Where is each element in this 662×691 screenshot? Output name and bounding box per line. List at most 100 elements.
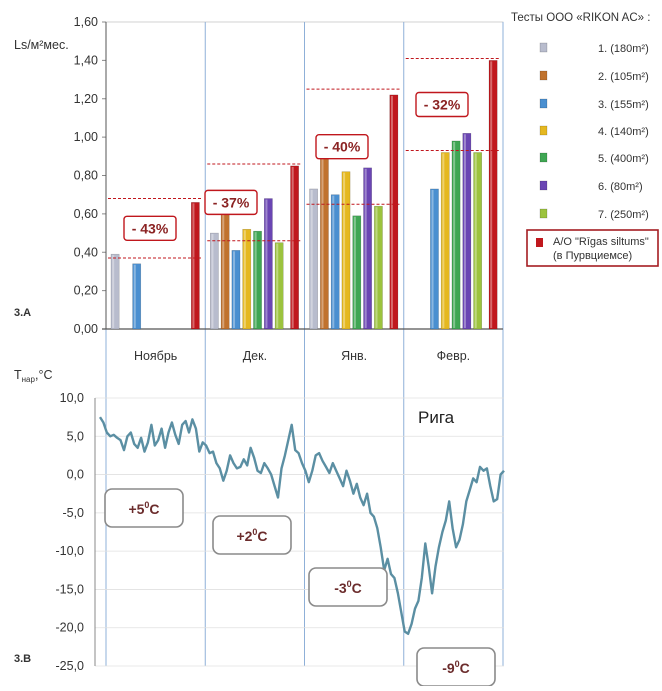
bar-highlight bbox=[133, 264, 136, 328]
temperature-label-main: +2 bbox=[236, 528, 252, 544]
percent-box bbox=[123, 215, 177, 241]
bar bbox=[264, 198, 273, 330]
bar bbox=[451, 140, 461, 330]
bar-series bbox=[110, 60, 498, 330]
percent-label: - 43% bbox=[132, 220, 169, 236]
percent-box bbox=[415, 91, 469, 118]
legend-entry: A/O "Rīgas siltums" bbox=[553, 236, 649, 248]
bar-highlight bbox=[291, 166, 294, 328]
temperature-label-main: -9 bbox=[442, 660, 455, 676]
bar-highlight bbox=[364, 168, 367, 328]
temperature-line bbox=[98, 416, 505, 635]
legend-swatch bbox=[539, 208, 548, 219]
bar-y-axis-label: Ls/м²мес. bbox=[14, 38, 69, 52]
bar-highlight bbox=[431, 189, 434, 328]
bar bbox=[352, 215, 362, 330]
legend-entry: 6. (80m²) bbox=[598, 181, 643, 193]
bar-y-tick-label: 1,40 bbox=[74, 53, 98, 67]
percent-box bbox=[315, 134, 369, 160]
legend-swatch bbox=[539, 180, 548, 191]
temperature-y-tick-label: -5,0 bbox=[62, 506, 84, 520]
temperature-label-unit: C bbox=[257, 528, 267, 544]
bar-y-tick-label: 0,20 bbox=[74, 284, 98, 298]
bar-grid bbox=[102, 21, 504, 666]
legend-title: Тесты ООО «RIKON AC» : bbox=[511, 12, 650, 24]
bar bbox=[363, 167, 372, 330]
temperature-label: -90C bbox=[442, 659, 470, 676]
temperature-y-axis-label-tail: ,°C bbox=[35, 368, 53, 382]
bar-highlight bbox=[222, 209, 225, 328]
bar bbox=[132, 263, 142, 330]
bar-y-tick-label: 0,40 bbox=[74, 245, 98, 259]
legend-swatch bbox=[536, 238, 543, 247]
temperature-box bbox=[212, 515, 292, 555]
temperature-y-tick-label: 0,0 bbox=[67, 468, 84, 482]
temperature-label-main: -3 bbox=[334, 580, 347, 596]
temperature-box bbox=[308, 567, 388, 607]
legend-entry: 4. (140m²) bbox=[598, 126, 649, 138]
legend: Тесты ООО «RIKON AC» : 1. (180m²) 2. (105… bbox=[511, 12, 659, 267]
legend-entry: 1. (180m²) bbox=[598, 43, 649, 55]
legend-swatch bbox=[539, 42, 548, 53]
bar bbox=[374, 205, 383, 330]
bar-highlight bbox=[390, 95, 393, 328]
legend-swatch bbox=[539, 152, 548, 163]
temperature-y-axis-label-sub: нар bbox=[22, 375, 36, 384]
bar-highlight bbox=[474, 153, 477, 328]
legend-entry: 5. (400m²) bbox=[598, 153, 649, 165]
bar-highlight bbox=[233, 251, 236, 328]
legend-swatch bbox=[539, 98, 548, 109]
temperature-label-main: +5 bbox=[128, 501, 144, 517]
bar-y-tick-labels: 0,00 0,20 0,40 0,60 0,80 1,00 1,20 1,40 1,60 bbox=[74, 15, 98, 336]
temperature-y-tick-label: 10,0 bbox=[60, 391, 84, 405]
legend-reference-box bbox=[526, 229, 659, 267]
bar bbox=[191, 202, 200, 330]
bar bbox=[309, 188, 318, 330]
bar-highlight bbox=[254, 232, 257, 328]
category-labels: Ноябрь Дек. Янв. Февр. bbox=[134, 349, 470, 363]
temperature-chart-panel: 10,0 5,0 0,0 -5,0 -10,0 -15,0 -20,0 -25,0 Tнар,… bbox=[14, 368, 505, 687]
temperature-label-unit: C bbox=[460, 660, 470, 676]
bar bbox=[330, 194, 340, 330]
city-label: Рига bbox=[418, 408, 455, 427]
bar bbox=[290, 165, 299, 330]
bar-highlight bbox=[265, 199, 268, 328]
bar bbox=[231, 250, 241, 330]
temperature-label: +20C bbox=[236, 527, 267, 544]
bar-highlight bbox=[332, 195, 335, 328]
bar-highlight bbox=[463, 134, 466, 328]
bar-highlight bbox=[276, 243, 279, 328]
bar-highlight bbox=[353, 216, 356, 328]
temperature-y-tick-label: -20,0 bbox=[56, 621, 85, 635]
temperature-label-unit: C bbox=[352, 580, 362, 596]
temperature-label-sup: 0 bbox=[252, 527, 257, 537]
legend-swatch bbox=[539, 125, 548, 136]
bar bbox=[462, 133, 472, 330]
bar-y-tick-label: 0,00 bbox=[74, 322, 98, 336]
temperature-y-tick-labels: 10,0 5,0 0,0 -5,0 -10,0 -15,0 -20,0 -25,0 bbox=[56, 391, 85, 673]
bar bbox=[110, 253, 120, 330]
bar-y-tick-label: 0,60 bbox=[74, 207, 98, 221]
category-label: Февр. bbox=[437, 349, 471, 363]
temperature-label: -30C bbox=[334, 579, 362, 596]
percent-label: - 40% bbox=[324, 139, 361, 155]
temperature-y-tick-label: -15,0 bbox=[56, 582, 85, 596]
legend-entry: 7. (250m²) bbox=[598, 209, 649, 221]
bar-annotations: - 43% - 37% - 40% - 32% bbox=[108, 57, 499, 259]
temperature-label-sup: 0 bbox=[144, 500, 149, 510]
temperature-label: +50C bbox=[128, 500, 159, 517]
bar-highlight bbox=[375, 207, 378, 328]
bar bbox=[389, 94, 399, 330]
percent-label: - 32% bbox=[424, 97, 461, 113]
bar bbox=[473, 152, 482, 330]
bar bbox=[274, 242, 284, 330]
bar-y-tick-label: 0,80 bbox=[74, 169, 98, 183]
temperature-y-tick-label: 5,0 bbox=[67, 429, 84, 443]
bar-highlight bbox=[343, 172, 346, 328]
temperature-annotations: +50C+20C-30C-90C bbox=[104, 488, 496, 687]
legend-entry-note: (в Пурвциемсе) bbox=[553, 250, 632, 262]
legend-swatch bbox=[539, 70, 548, 81]
bar-highlight bbox=[453, 141, 456, 328]
